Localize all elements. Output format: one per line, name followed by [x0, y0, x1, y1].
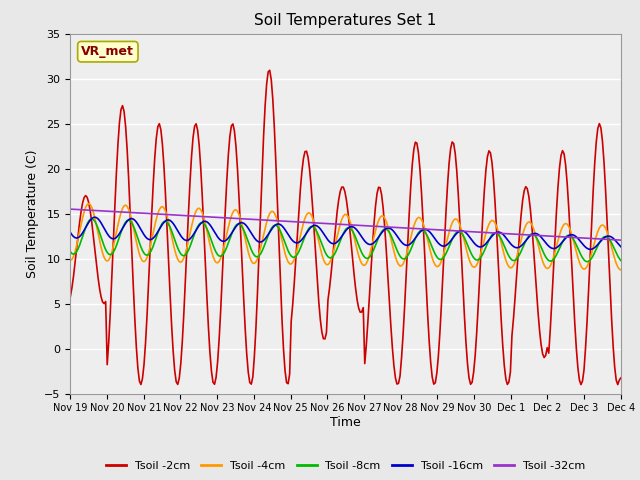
- Tsoil -32cm: [617, 237, 625, 243]
- Tsoil -4cm: [250, 261, 258, 266]
- Tsoil -4cm: [67, 257, 74, 263]
- Tsoil -32cm: [67, 206, 74, 212]
- Y-axis label: Soil Temperature (C): Soil Temperature (C): [26, 149, 39, 278]
- Tsoil -16cm: [232, 224, 240, 229]
- Tsoil -4cm: [232, 207, 240, 213]
- Tsoil -4cm: [308, 215, 316, 221]
- Tsoil -8cm: [260, 245, 268, 251]
- Tsoil -32cm: [249, 216, 257, 222]
- Tsoil -8cm: [88, 216, 96, 222]
- Tsoil -4cm: [617, 267, 625, 273]
- Tsoil -16cm: [67, 229, 74, 235]
- Tsoil -8cm: [589, 252, 597, 258]
- Tsoil -16cm: [250, 235, 258, 241]
- Line: Tsoil -32cm: Tsoil -32cm: [70, 209, 621, 240]
- Tsoil -4cm: [260, 232, 268, 238]
- Tsoil -32cm: [258, 217, 266, 223]
- Tsoil -32cm: [230, 216, 238, 221]
- Tsoil -2cm: [588, 219, 595, 225]
- Tsoil -4cm: [588, 250, 595, 256]
- Tsoil -8cm: [250, 252, 258, 258]
- Text: VR_met: VR_met: [81, 45, 134, 58]
- Tsoil -32cm: [134, 210, 141, 216]
- Tsoil -16cm: [91, 215, 99, 220]
- Line: Tsoil -16cm: Tsoil -16cm: [70, 217, 621, 250]
- Tsoil -8cm: [308, 224, 316, 229]
- Tsoil -16cm: [308, 223, 316, 229]
- Line: Tsoil -4cm: Tsoil -4cm: [70, 204, 621, 270]
- Tsoil -2cm: [134, 365, 141, 371]
- Title: Soil Temperatures Set 1: Soil Temperatures Set 1: [255, 13, 436, 28]
- Tsoil -16cm: [586, 247, 594, 252]
- Line: Tsoil -2cm: Tsoil -2cm: [70, 70, 621, 384]
- Tsoil -2cm: [258, 170, 266, 176]
- Tsoil -16cm: [260, 238, 268, 243]
- Tsoil -4cm: [136, 251, 143, 257]
- Tsoil -16cm: [589, 246, 597, 252]
- Tsoil -8cm: [136, 240, 143, 246]
- Tsoil -8cm: [67, 249, 74, 254]
- Line: Tsoil -8cm: Tsoil -8cm: [70, 219, 621, 262]
- Tsoil -16cm: [136, 224, 143, 229]
- Legend: Tsoil -2cm, Tsoil -4cm, Tsoil -8cm, Tsoil -16cm, Tsoil -32cm: Tsoil -2cm, Tsoil -4cm, Tsoil -8cm, Tsoi…: [102, 457, 589, 476]
- Tsoil -2cm: [266, 67, 273, 73]
- Tsoil -2cm: [230, 128, 238, 134]
- Tsoil -8cm: [617, 258, 625, 264]
- Tsoil -2cm: [67, 293, 74, 299]
- Tsoil -32cm: [307, 220, 315, 226]
- Tsoil -4cm: [85, 201, 93, 206]
- Tsoil -2cm: [249, 374, 257, 380]
- Tsoil -32cm: [586, 236, 594, 241]
- X-axis label: Time: Time: [330, 416, 361, 429]
- Tsoil -2cm: [614, 382, 621, 387]
- Tsoil -8cm: [232, 223, 240, 228]
- Tsoil -16cm: [617, 244, 625, 250]
- Tsoil -8cm: [583, 259, 591, 264]
- Tsoil -2cm: [308, 204, 316, 210]
- Tsoil -2cm: [617, 375, 625, 381]
